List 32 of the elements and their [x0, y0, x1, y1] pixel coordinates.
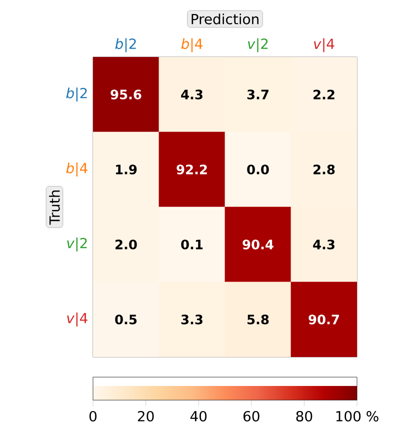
- data-label: 90.4: [242, 240, 274, 250]
- y-tick-label: b|4: [66, 162, 88, 176]
- data-label: 2.0: [116, 240, 137, 250]
- color-bar-label: 0: [89, 410, 97, 422]
- x-tick-label: v|2: [248, 38, 268, 52]
- color-bar-label: 100 %: [336, 410, 378, 422]
- data-label: 3.3: [181, 314, 202, 324]
- data-label: 92.2: [176, 164, 207, 174]
- y-tick-label: v|4: [67, 312, 88, 326]
- data-label: 3.7: [247, 90, 268, 100]
- y-axis-title: Truth: [49, 190, 60, 225]
- x-tick-label: b|2: [115, 38, 136, 52]
- color-bar-label: 60: [243, 410, 260, 422]
- color-bar-label: 80: [296, 410, 312, 422]
- data-label: 95.6: [110, 90, 142, 100]
- color-bar-label: 40: [190, 410, 207, 422]
- data-label: 90.7: [308, 314, 339, 324]
- x-axis-title: Prediction: [192, 14, 258, 24]
- data-label: 0.1: [181, 240, 203, 250]
- data-label: 2.8: [314, 164, 335, 174]
- data-label: 2.2: [314, 90, 334, 100]
- y-tick-label: v|2: [67, 238, 87, 252]
- y-tick-label: b|2: [66, 88, 87, 102]
- x-tick-label: v|4: [314, 38, 334, 52]
- data-label: 4.3: [181, 90, 202, 100]
- data-label: 0.5: [115, 314, 137, 324]
- data-label: 0.0: [247, 164, 269, 174]
- data-label: 1.9: [116, 164, 137, 174]
- data-label: 5.8: [248, 314, 269, 324]
- color-bar-label: 20: [138, 410, 154, 422]
- x-tick-label: b|4: [181, 38, 202, 52]
- data-label: 4.3: [313, 240, 334, 250]
